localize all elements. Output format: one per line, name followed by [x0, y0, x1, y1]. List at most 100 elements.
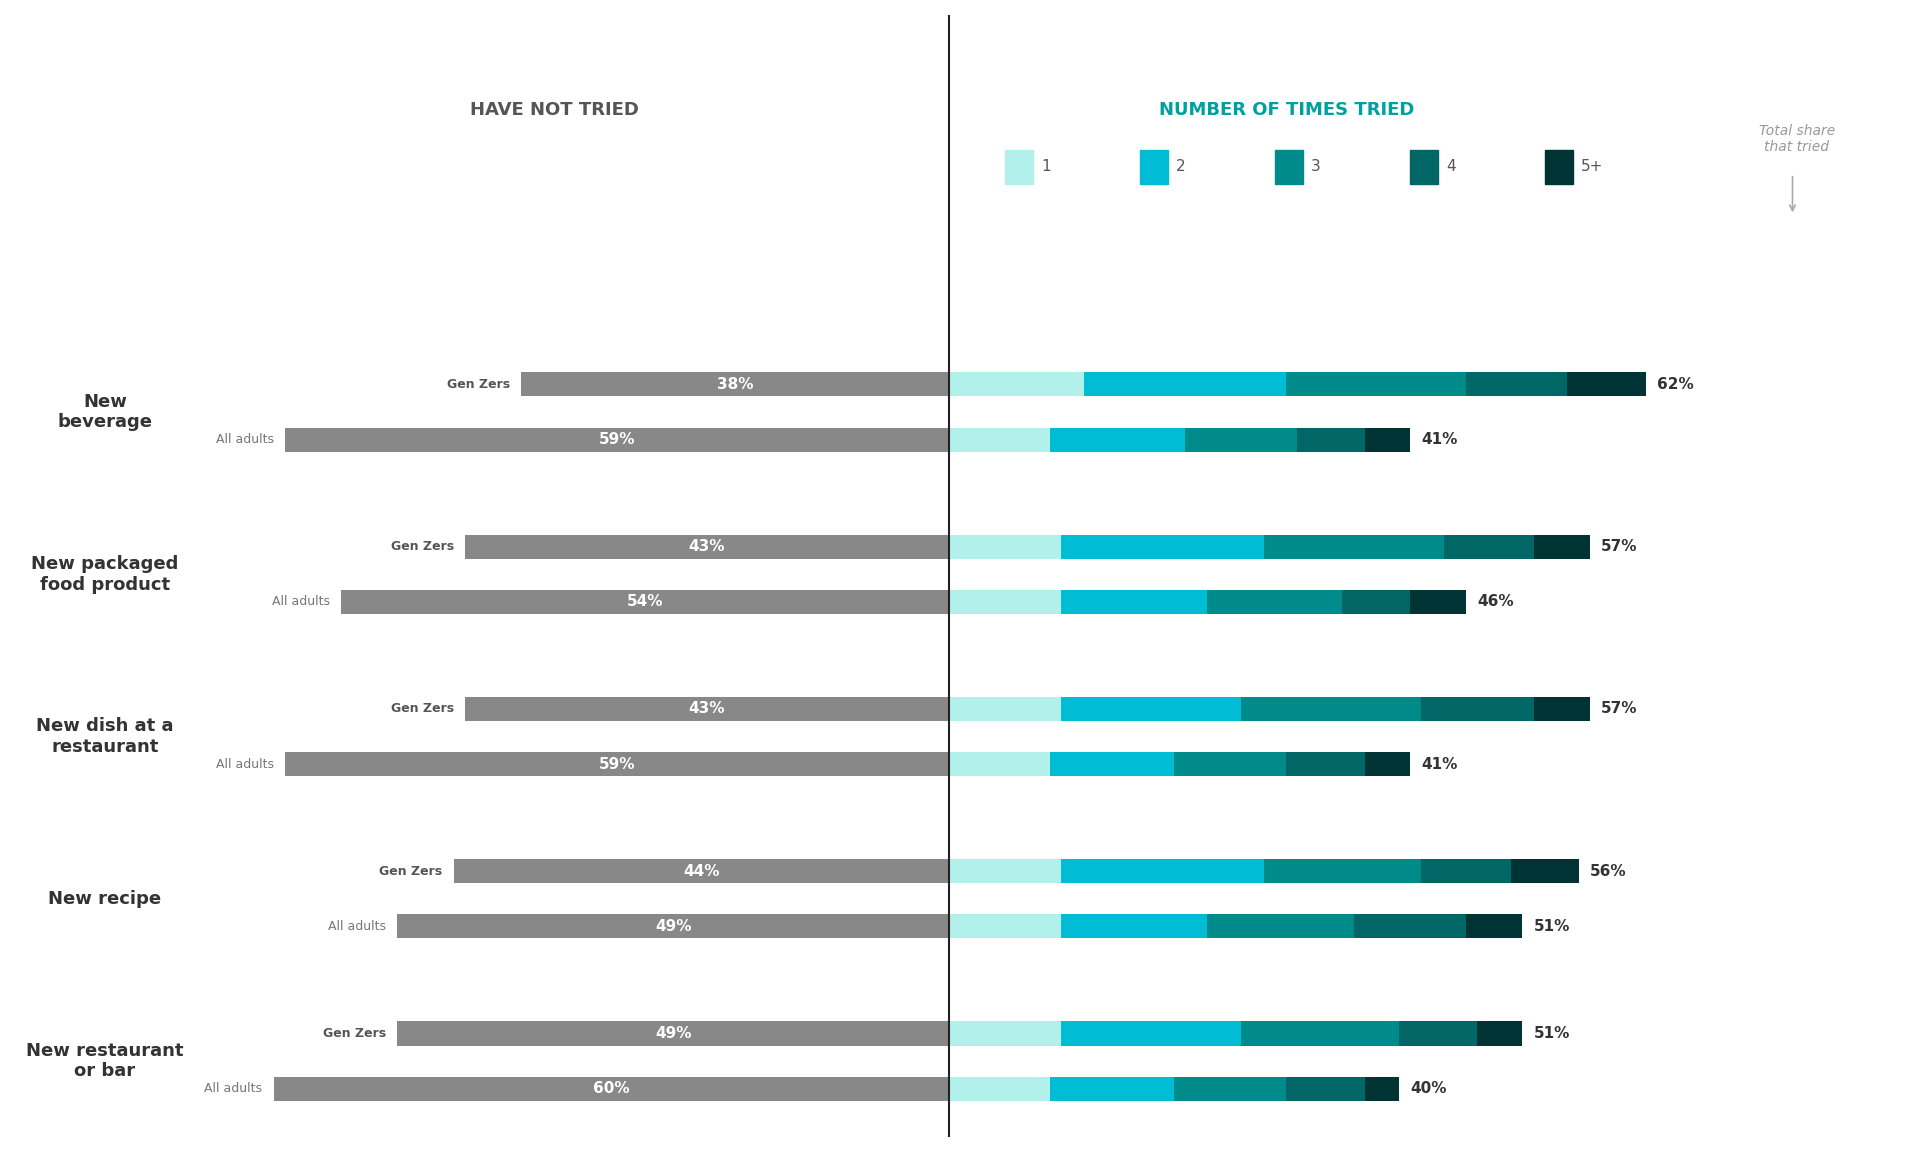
Text: New recipe: New recipe: [48, 889, 161, 908]
Text: 5+: 5+: [1580, 159, 1603, 174]
Bar: [1421, 697, 1534, 721]
Bar: [1062, 590, 1208, 614]
Bar: [1185, 427, 1298, 452]
Bar: [275, 1077, 948, 1101]
Bar: [465, 697, 948, 721]
Bar: [948, 427, 1050, 452]
Bar: [1298, 427, 1365, 452]
Bar: [1421, 859, 1511, 884]
Text: 57%: 57%: [1601, 539, 1638, 554]
Bar: [1062, 915, 1208, 939]
Bar: [1365, 427, 1409, 452]
Bar: [1444, 535, 1534, 559]
Text: 51%: 51%: [1534, 1026, 1571, 1041]
Bar: [1173, 1077, 1286, 1101]
Text: All adults: All adults: [215, 433, 275, 446]
Text: 41%: 41%: [1421, 432, 1457, 447]
Text: 2: 2: [1175, 159, 1185, 174]
Text: All adults: All adults: [215, 758, 275, 771]
Text: All adults: All adults: [273, 596, 330, 608]
Bar: [342, 590, 948, 614]
Text: 51%: 51%: [1534, 919, 1571, 934]
Text: 41%: 41%: [1421, 757, 1457, 772]
Bar: [453, 859, 948, 884]
Bar: [1365, 1077, 1400, 1101]
Text: Gen Zers: Gen Zers: [390, 540, 453, 553]
FancyBboxPatch shape: [1140, 150, 1167, 184]
Bar: [397, 915, 948, 939]
Bar: [1083, 372, 1286, 396]
Bar: [397, 1022, 948, 1046]
Bar: [1062, 535, 1263, 559]
Bar: [1478, 1022, 1523, 1046]
Bar: [1263, 535, 1444, 559]
Bar: [948, 372, 1083, 396]
Bar: [948, 859, 1062, 884]
Bar: [948, 1077, 1050, 1101]
Text: New dish at a
restaurant: New dish at a restaurant: [36, 718, 173, 756]
Text: New packaged
food product: New packaged food product: [31, 555, 179, 593]
Bar: [1062, 1022, 1240, 1046]
Bar: [948, 1022, 1062, 1046]
Bar: [1365, 752, 1409, 776]
Text: Total share
that tried: Total share that tried: [1759, 124, 1836, 154]
Text: Gen Zers: Gen Zers: [323, 1026, 386, 1040]
Text: All adults: All adults: [328, 920, 386, 933]
Bar: [1240, 697, 1421, 721]
Text: 49%: 49%: [655, 919, 691, 934]
Text: 3: 3: [1311, 159, 1321, 174]
Text: Gen Zers: Gen Zers: [447, 378, 511, 391]
FancyBboxPatch shape: [1275, 150, 1304, 184]
Text: New
beverage: New beverage: [58, 393, 152, 431]
Bar: [284, 752, 948, 776]
Bar: [1173, 752, 1286, 776]
FancyBboxPatch shape: [1546, 150, 1572, 184]
Text: 49%: 49%: [655, 1026, 691, 1041]
Bar: [465, 535, 948, 559]
Text: All adults: All adults: [204, 1082, 263, 1096]
Text: 43%: 43%: [689, 702, 726, 717]
Text: 1: 1: [1041, 159, 1050, 174]
Bar: [1050, 752, 1173, 776]
Bar: [520, 372, 948, 396]
Bar: [1050, 1077, 1173, 1101]
Bar: [948, 752, 1050, 776]
Text: 4: 4: [1446, 159, 1455, 174]
Bar: [1534, 535, 1590, 559]
Text: 62%: 62%: [1657, 377, 1693, 392]
Bar: [1534, 697, 1590, 721]
Text: 38%: 38%: [716, 377, 753, 392]
Bar: [1286, 372, 1467, 396]
Text: 43%: 43%: [689, 539, 726, 554]
Bar: [1286, 752, 1365, 776]
Text: HAVE NOT TRIED: HAVE NOT TRIED: [470, 100, 639, 119]
Bar: [948, 590, 1062, 614]
Bar: [1467, 915, 1523, 939]
Bar: [1240, 1022, 1400, 1046]
FancyBboxPatch shape: [1409, 150, 1438, 184]
Bar: [1062, 697, 1240, 721]
Bar: [1208, 590, 1342, 614]
Bar: [1409, 590, 1467, 614]
Bar: [1567, 372, 1645, 396]
Bar: [1400, 1022, 1478, 1046]
Bar: [1467, 372, 1567, 396]
Bar: [948, 535, 1062, 559]
Text: 46%: 46%: [1478, 594, 1515, 609]
Bar: [1208, 915, 1354, 939]
Text: NUMBER OF TIMES TRIED: NUMBER OF TIMES TRIED: [1158, 100, 1413, 119]
Text: 40%: 40%: [1409, 1082, 1446, 1097]
Bar: [1062, 859, 1263, 884]
Bar: [1286, 1077, 1365, 1101]
Text: New restaurant
or bar: New restaurant or bar: [27, 1041, 184, 1081]
Text: 54%: 54%: [626, 594, 662, 609]
Bar: [1263, 859, 1421, 884]
Bar: [948, 697, 1062, 721]
Text: 57%: 57%: [1601, 702, 1638, 717]
Text: Gen Zers: Gen Zers: [390, 703, 453, 715]
Bar: [1511, 859, 1578, 884]
Text: 59%: 59%: [599, 432, 636, 447]
Text: Gen Zers: Gen Zers: [380, 865, 442, 878]
Bar: [1050, 427, 1185, 452]
FancyBboxPatch shape: [1004, 150, 1033, 184]
